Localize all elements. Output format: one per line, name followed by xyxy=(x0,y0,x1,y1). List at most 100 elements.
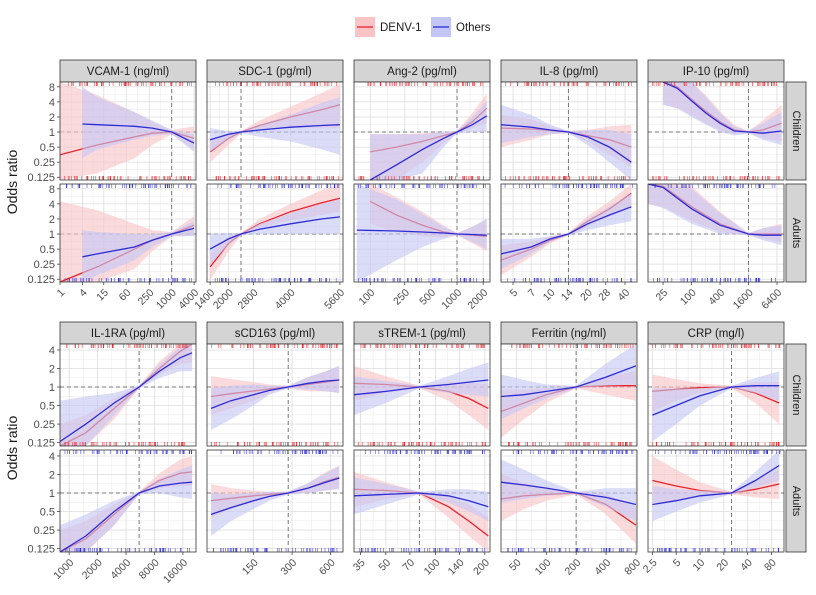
y-tick-label: 8 xyxy=(49,82,55,94)
panel-series xyxy=(207,82,343,180)
y-tick-label: 8 xyxy=(49,184,55,196)
x-tick-label: 5 xyxy=(671,557,684,570)
x-tick-label: 140 xyxy=(446,557,467,578)
series-line-others xyxy=(662,82,782,134)
panel-border xyxy=(500,449,638,553)
row-strip-children xyxy=(785,81,807,181)
panel-border xyxy=(647,343,785,447)
x-tick-label: 4000 xyxy=(273,287,298,312)
panel-series xyxy=(648,344,784,446)
ci-band-denv xyxy=(210,184,340,281)
series-line-others xyxy=(648,184,782,236)
x-tick-label: 6400 xyxy=(759,287,784,312)
x-tick-label: 16000 xyxy=(161,557,190,586)
ci-band-others xyxy=(652,450,780,522)
panel-series xyxy=(501,344,637,446)
panel-series xyxy=(60,344,196,446)
legend-label-others: Others xyxy=(456,22,491,34)
panel-il-8-pg-ml-children xyxy=(500,81,638,181)
series-line-others xyxy=(354,492,489,508)
panel-title: Ferritin (ng/ml) xyxy=(532,328,607,340)
x-tick-label: 1000 xyxy=(154,287,179,312)
row-strip-adults xyxy=(785,183,807,283)
row-strip-adults xyxy=(785,449,807,553)
x-tick-label: 1000 xyxy=(51,557,76,582)
panel-series xyxy=(648,82,784,180)
x-tick-label: 2000 xyxy=(211,287,236,312)
chart-top-block: Odds ratio Children Adults 0.125 0.25 0.5 1 2 4 8… xyxy=(4,59,807,312)
y-tick-label: 2 xyxy=(49,112,55,124)
series-line-others xyxy=(356,229,487,236)
y-tick-label: 0.125 xyxy=(27,544,55,556)
panel-series xyxy=(354,450,490,552)
y-tick-label: 1 xyxy=(49,382,55,394)
panel-border xyxy=(206,81,344,181)
y-tick-label: 2 xyxy=(49,469,55,481)
x-tick-label: 4000 xyxy=(108,557,133,582)
panel-series xyxy=(60,450,196,552)
panel-series xyxy=(207,344,343,446)
x-tick-label: 1 xyxy=(55,287,68,300)
ci-band-others xyxy=(82,86,195,159)
x-tick-label: 600 xyxy=(317,557,338,578)
panel-border xyxy=(206,449,344,553)
panel-title: sTREM-1 (pg/ml) xyxy=(378,328,466,340)
legend-item-others: Others xyxy=(431,17,491,37)
x-tick-label: 7 xyxy=(526,287,539,300)
panel-title: Ang-2 (pg/ml) xyxy=(387,66,457,78)
panel-title: SDC-1 (pg/ml) xyxy=(238,66,312,78)
ci-band-others xyxy=(211,466,340,536)
x-tick-label: 25 xyxy=(654,287,671,304)
panel-ang-2-pg-ml-children xyxy=(353,81,491,181)
ci-band-others xyxy=(210,199,340,265)
y-tick-label: 0.125 xyxy=(27,274,55,286)
row-strip-label-adults: Adults xyxy=(790,218,802,249)
x-tick-label: 80 xyxy=(762,557,779,574)
y-axis-title: Odds ratio xyxy=(4,415,20,480)
x-tick-label: 28 xyxy=(596,287,613,304)
x-tick-label: 200 xyxy=(562,557,583,578)
x-tick-label: 14 xyxy=(559,287,576,304)
row-strip-label-adults: Adults xyxy=(790,486,802,517)
panel-series xyxy=(501,184,637,282)
y-tick-label: 0.25 xyxy=(34,525,55,537)
ci-band-others xyxy=(354,362,489,416)
panel-strem-1-pg-ml-children xyxy=(353,343,491,447)
ci-band-denv xyxy=(501,371,636,438)
x-tick-label: 5600 xyxy=(322,287,347,312)
panel-ip-10-pg-ml-children xyxy=(647,81,785,181)
y-tick-label: 0.125 xyxy=(27,172,55,184)
series-line-others xyxy=(369,115,488,180)
x-tick-label: 4 xyxy=(77,287,90,300)
series-line-others xyxy=(501,206,632,255)
series-line-others xyxy=(82,123,195,144)
panel-scd163-pg-ml-children xyxy=(206,343,344,447)
panel-border xyxy=(353,81,491,181)
legend: DENV-1 Others xyxy=(355,17,491,37)
panel-crp-mg-l-children xyxy=(647,343,785,447)
chart-bottom-block: Odds ratioChildrenAdults0.1250.250.51240… xyxy=(4,321,807,586)
y-tick-label: 4 xyxy=(49,345,55,357)
panel-border xyxy=(353,449,491,553)
panel-ferritin-ng-ml-children xyxy=(500,343,638,447)
y-tick-label: 1 xyxy=(49,488,55,500)
series-line-others xyxy=(210,379,340,410)
panel-title: sCD163 (pg/ml) xyxy=(235,328,316,340)
ci-band-others xyxy=(356,184,487,282)
x-tick-label: 20 xyxy=(578,287,595,304)
x-tick-label: 10 xyxy=(541,287,558,304)
ci-band-others xyxy=(210,97,340,155)
panel-border xyxy=(500,81,638,181)
series-line-others xyxy=(354,379,489,396)
ci-band-others xyxy=(501,104,632,180)
row-strip-children xyxy=(785,343,807,447)
panel-title: IL-1RA (pg/ml) xyxy=(91,328,165,340)
x-tick-label: 70 xyxy=(400,557,417,574)
y-tick-label: 0.5 xyxy=(40,401,55,413)
legend-label-denv: DENV-1 xyxy=(380,22,422,34)
x-tick-label: 35 xyxy=(351,557,368,574)
ci-band-others xyxy=(663,82,782,145)
x-tick-label: 100 xyxy=(533,557,554,578)
ci-band-denv xyxy=(501,184,632,276)
panel-crp-mg-l-adults xyxy=(647,449,785,553)
